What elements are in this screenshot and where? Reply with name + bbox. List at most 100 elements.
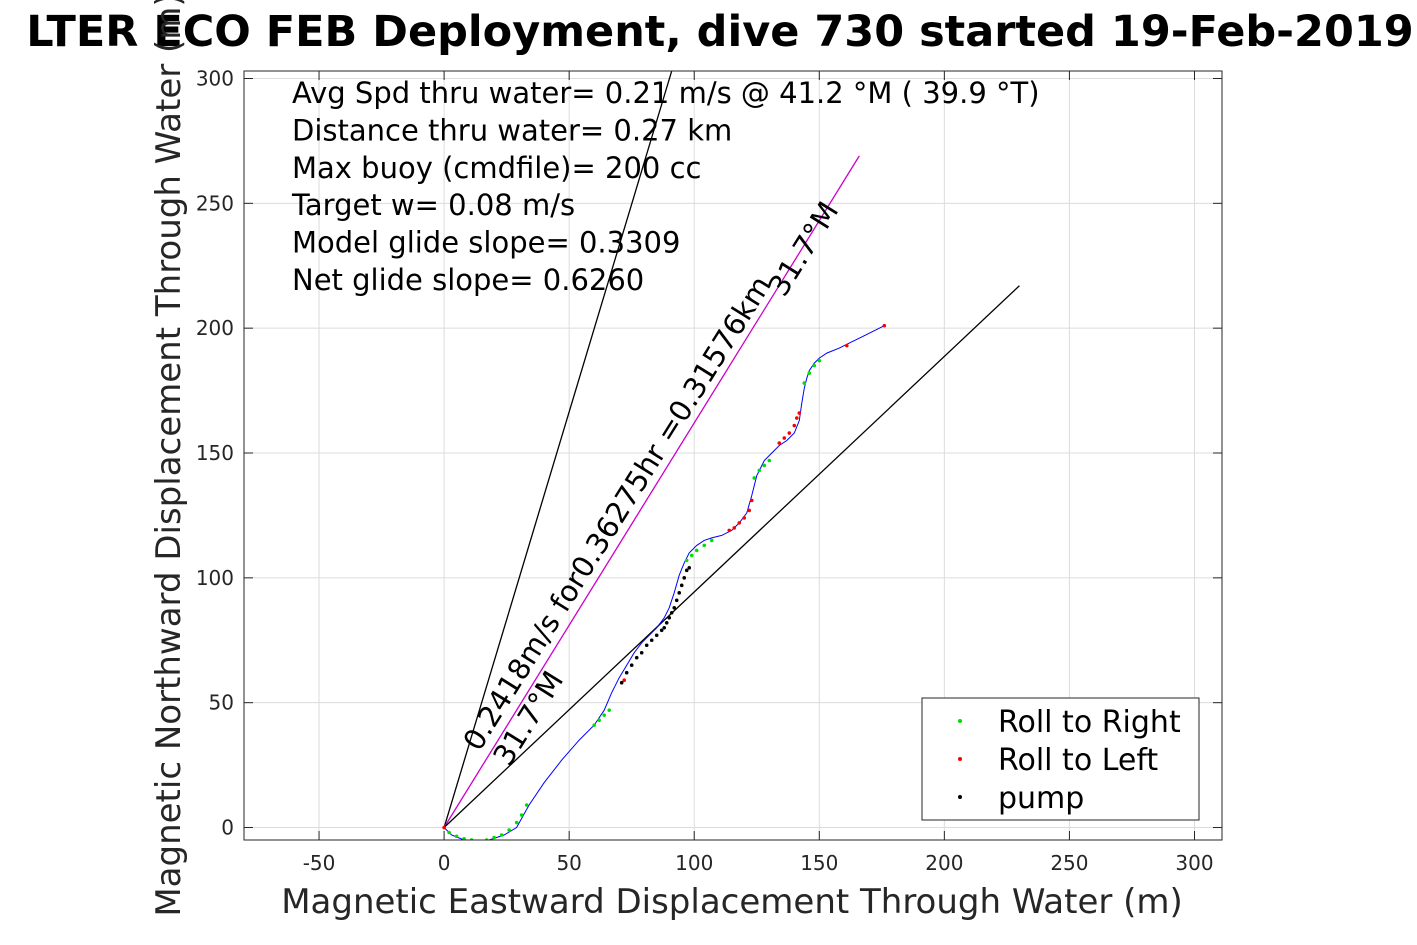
point-roll-to-right <box>514 820 519 825</box>
point-pump <box>677 591 682 595</box>
point-pump <box>687 566 692 570</box>
point-roll-to-left <box>742 516 747 520</box>
reference-lines <box>443 71 1020 828</box>
y-axis-label: Magnetic Northward Displacement Through … <box>149 0 189 917</box>
point-pump <box>649 638 654 643</box>
point-roll-to-right <box>684 558 689 563</box>
point-roll-to-left <box>792 423 797 428</box>
point-pump <box>664 620 669 625</box>
point-pump <box>667 615 672 620</box>
point-pump <box>634 655 639 660</box>
point-roll-to-right <box>702 543 707 548</box>
point-roll-to-right <box>807 371 812 375</box>
chart-title: LTER ECO FEB Deployment, dive 730 starte… <box>26 7 1413 57</box>
x-tick-label: 300 <box>1175 851 1213 875</box>
info-line: Max buoy (cmdfile)= 200 cc <box>292 151 701 185</box>
point-pump <box>659 628 664 633</box>
point-roll-to-left <box>622 678 626 683</box>
point-pump <box>674 598 679 603</box>
reference-line-0 <box>443 71 673 828</box>
point-pump <box>672 606 677 610</box>
point-pump <box>639 650 644 655</box>
x-tick-label: 200 <box>925 851 963 875</box>
point-pump <box>624 670 629 675</box>
info-line: Target w= 0.08 m/s <box>291 188 575 222</box>
point-roll-to-left <box>727 528 732 533</box>
point-roll-to-right <box>752 476 757 480</box>
point-roll-to-right <box>454 834 459 839</box>
y-tick-labels: 0 50 100 150 200 250 300 <box>196 66 234 839</box>
y-tick-label: 200 <box>196 316 234 340</box>
info-line: Avg Spd thru water= 0.21 m/s @ 41.2 °M (… <box>292 76 1040 110</box>
data-points <box>442 323 887 840</box>
legend-marker-roll-to-left <box>958 757 962 761</box>
point-pump <box>679 583 684 588</box>
point-roll-to-right <box>524 803 529 807</box>
axes-box <box>243 70 1223 841</box>
y-tick-label: 250 <box>196 191 234 215</box>
point-roll-to-right <box>462 836 466 840</box>
point-roll-to-left <box>782 436 787 440</box>
point-roll-to-left <box>737 521 742 525</box>
point-roll-to-right <box>817 358 822 363</box>
y-tick-label: 300 <box>196 66 234 90</box>
point-roll-to-left <box>442 825 446 830</box>
point-roll-to-left <box>787 431 792 435</box>
info-line: Net glide slope= 0.6260 <box>292 263 644 297</box>
info-line: Distance thru water= 0.27 km <box>292 113 732 147</box>
point-roll-to-left <box>882 323 887 328</box>
point-roll-to-right <box>757 468 762 473</box>
point-roll-to-left <box>845 343 849 348</box>
point-pump <box>662 625 667 630</box>
legend: Roll to Right Roll to Left pump <box>921 697 1200 821</box>
point-roll-to-right <box>812 363 817 368</box>
x-tick-label: 50 <box>556 851 581 875</box>
legend-marker-roll-to-right <box>958 719 962 723</box>
point-roll-to-left <box>777 441 782 445</box>
legend-label-roll-to-right: Roll to Right <box>998 705 1181 740</box>
point-roll-to-left <box>794 416 799 420</box>
x-axis-label: Magnetic Eastward Displacement Through W… <box>281 882 1183 922</box>
point-roll-to-right <box>499 833 504 837</box>
y-tick-label: 0 <box>221 816 234 840</box>
point-pump <box>644 643 649 648</box>
point-roll-to-right <box>689 553 694 558</box>
x-tick-label: 0 <box>438 851 451 875</box>
axis-ticks <box>244 71 1222 840</box>
point-roll-to-right <box>507 828 511 832</box>
point-roll-to-left <box>749 498 754 503</box>
point-roll-to-right <box>767 458 772 463</box>
y-tick-label: 150 <box>196 441 234 465</box>
x-tick-labels: -50 0 50 100 150 200 250 300 <box>303 851 1214 875</box>
point-roll-to-right <box>447 830 451 835</box>
point-pump <box>684 568 689 573</box>
point-roll-to-right <box>709 538 714 543</box>
legend-box <box>921 697 1200 821</box>
point-roll-to-right <box>519 813 524 817</box>
info-text-block: Avg Spd thru water= 0.21 m/s @ 41.2 °M (… <box>291 76 1040 297</box>
x-tick-label: 100 <box>675 851 713 875</box>
point-roll-to-right <box>802 381 807 385</box>
legend-marker-pump <box>958 795 962 799</box>
point-roll-to-right <box>602 713 606 717</box>
point-pump <box>654 633 659 638</box>
point-roll-to-right <box>492 835 496 840</box>
y-tick-label: 100 <box>196 566 234 590</box>
reference-line-2 <box>443 285 1020 828</box>
info-line: Model glide slope= 0.3309 <box>292 226 680 260</box>
point-roll-to-right <box>607 708 611 712</box>
point-pump <box>669 610 674 615</box>
x-tick-label: 250 <box>1050 851 1088 875</box>
point-roll-to-right <box>597 718 601 722</box>
legend-label-roll-to-left: Roll to Left <box>998 743 1158 778</box>
y-tick-label: 50 <box>209 691 234 715</box>
point-roll-to-right <box>694 548 699 553</box>
point-pump <box>629 663 634 668</box>
point-pump <box>619 680 624 685</box>
point-pump <box>682 576 687 580</box>
reference-line-1 <box>443 155 860 828</box>
point-roll-to-left <box>797 411 802 415</box>
x-tick-label: -50 <box>303 851 336 875</box>
point-roll-to-right <box>762 463 767 468</box>
